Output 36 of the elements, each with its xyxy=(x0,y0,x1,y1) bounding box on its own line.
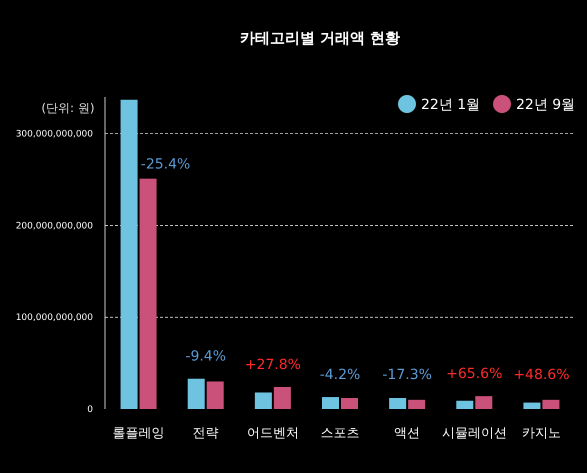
chart-title: 카테고리별 거래액 현황 xyxy=(240,29,400,47)
annotation: +27.8% xyxy=(244,356,301,373)
x-tick-label: 카지노 xyxy=(522,426,561,441)
bar xyxy=(254,392,272,409)
legend-label: 22년 9월 xyxy=(516,97,576,113)
y-axis-title: (단위: 원) xyxy=(41,101,95,115)
legend-label: 22년 1월 xyxy=(421,97,480,113)
y-tick-label: 300,000,000,000 xyxy=(16,130,94,140)
x-tick-label: 액션 xyxy=(394,426,420,441)
bar xyxy=(140,178,157,409)
bar xyxy=(206,381,224,409)
bar xyxy=(475,396,492,409)
y-tick-label: 200,000,000,000 xyxy=(16,221,94,232)
bar xyxy=(408,400,426,409)
bar xyxy=(389,398,406,409)
annotation: +65.6% xyxy=(446,366,502,382)
x-tick-label: 롤플레잉 xyxy=(112,426,165,441)
x-tick-label: 전략 xyxy=(192,426,219,441)
y-tick-label: 0 xyxy=(87,405,94,415)
annotation: -4.2% xyxy=(320,367,360,383)
x-tick-label: 시뮬레이션 xyxy=(442,426,507,441)
bar xyxy=(120,100,138,409)
annotation: -25.4% xyxy=(140,156,190,173)
x-tick-label: 어드벤처 xyxy=(246,426,299,441)
bar xyxy=(274,386,291,409)
annotation: -9.4% xyxy=(185,348,226,365)
bar xyxy=(542,400,560,409)
bar xyxy=(341,398,358,409)
y-tick-label: 100,000,000,000 xyxy=(16,313,94,324)
annotation: -17.3% xyxy=(382,367,432,383)
bar xyxy=(523,402,540,409)
bar xyxy=(322,397,339,409)
bar xyxy=(188,378,205,409)
x-tick-label: 스포츠 xyxy=(320,426,360,441)
annotation: +48.6% xyxy=(513,367,570,383)
bar xyxy=(456,400,474,409)
